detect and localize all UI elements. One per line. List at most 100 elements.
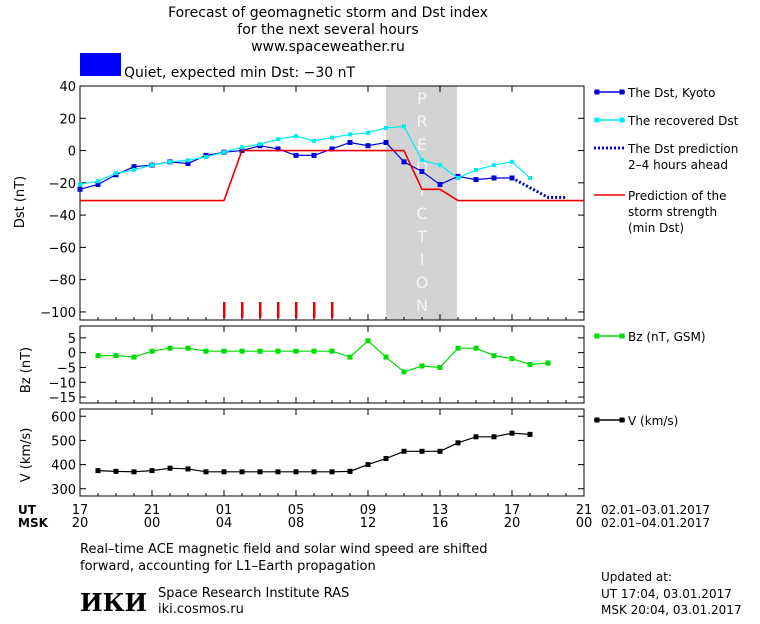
legend-label-2: 2–4 hours ahead	[628, 158, 728, 172]
legend: The Dst, Kyoto The recovered Dst The Dst p…	[594, 86, 739, 428]
ut-tick-label: 05	[288, 503, 305, 518]
dst-point-0	[131, 164, 137, 170]
msk-tick-label: 20	[504, 516, 521, 531]
dst-y-tick-label: −60	[49, 241, 76, 256]
msk-tick-label: 20	[72, 516, 89, 531]
v-point-0	[221, 469, 227, 475]
msk-tick-label: 00	[576, 516, 593, 531]
legend-marker-0	[619, 89, 625, 95]
chart-title: Forecast of geomagnetic storm and Dst in…	[168, 5, 488, 55]
bz-axis-label: Bz (nT)	[19, 347, 34, 393]
status-color-swatch	[80, 53, 121, 76]
bz-point-0	[419, 363, 425, 369]
v-y-tick-label: 500	[51, 434, 76, 449]
dst-point-1	[474, 167, 478, 172]
bz-point-0	[167, 345, 173, 351]
dst-point-0	[401, 159, 407, 165]
dst-y-tick-label: 40	[59, 80, 76, 95]
bz-point-0	[491, 353, 497, 359]
org-site: iki.cosmos.ru	[158, 602, 244, 617]
dst-point-0	[185, 160, 191, 166]
bz-point-0	[509, 356, 515, 362]
note-line-1: Real–time ACE magnetic field and solar w…	[80, 542, 488, 557]
bz-point-0	[311, 348, 317, 354]
v-panel-frame	[79, 408, 585, 497]
dst-point-1	[330, 135, 334, 140]
dst-point-1	[420, 158, 424, 163]
bz-point-0	[455, 345, 461, 351]
dst-point-0	[293, 152, 299, 158]
legend-label-5: V (km/s)	[628, 414, 678, 428]
v-y-tick-label: 300	[51, 483, 76, 498]
bz-y-tick-label: −10	[49, 376, 76, 391]
v-point-0	[257, 469, 263, 475]
legend-marker-5	[594, 417, 600, 423]
ut-tick-label: 13	[432, 503, 449, 518]
v-point-0	[455, 440, 461, 446]
dst-point-0	[347, 139, 353, 145]
bz-point-0	[95, 353, 101, 359]
ut-tick-label: 21	[144, 503, 161, 518]
bz-point-0	[221, 348, 227, 354]
v-point-0	[491, 434, 497, 440]
series-group	[77, 124, 584, 475]
dst-y-tick-label: −80	[49, 274, 76, 289]
legend-label-4: Bz (nT, GSM)	[628, 330, 706, 344]
dst-point-1	[456, 175, 460, 180]
title-line-1: Forecast of geomagnetic storm and Dst in…	[168, 5, 488, 21]
v-point-0	[329, 469, 335, 475]
dst-point-1	[402, 124, 406, 129]
legend-marker-1	[594, 117, 600, 123]
bz-point-0	[401, 369, 407, 375]
dst-point-0	[419, 169, 425, 175]
status-text: Quiet, expected min Dst: −30 nT	[124, 65, 356, 81]
legend-marker-4	[594, 333, 600, 339]
bz-point-0	[149, 348, 155, 354]
ut-label: UT	[18, 503, 37, 517]
prediction-letter: R	[416, 112, 427, 131]
bz-y-tick-label: −5	[57, 361, 76, 376]
storm-marker	[277, 302, 280, 318]
dst-point-1	[366, 130, 370, 135]
bz-point-0	[113, 353, 119, 359]
dst-point-1	[438, 163, 442, 168]
v-point-0	[365, 462, 371, 468]
storm-marker	[331, 302, 334, 318]
bz-point-0	[347, 354, 353, 360]
bz-series-line-0	[98, 339, 549, 373]
bz-point-0	[203, 348, 209, 354]
legend-marker-4	[619, 333, 625, 339]
bz-point-0	[473, 345, 479, 351]
ut-tick-label: 17	[504, 503, 521, 518]
prediction-letter: P	[417, 89, 427, 108]
v-y-tick-label: 600	[51, 410, 76, 425]
dst-point-0	[437, 181, 443, 187]
legend-label-1: The recovered Dst	[627, 114, 739, 128]
v-point-0	[347, 468, 353, 474]
v-point-0	[401, 448, 407, 454]
ut-range-text: 02.01–03.01.2017	[601, 503, 710, 517]
storm-marker	[313, 302, 316, 318]
prediction-letter: E	[417, 135, 427, 154]
legend-marker-1	[619, 117, 625, 123]
v-point-0	[185, 466, 191, 472]
dst-axis-label: Dst (nT)	[13, 176, 28, 228]
storm-marker	[295, 302, 298, 318]
prediction-letter: C	[416, 204, 427, 223]
ut-tick-label: 01	[216, 503, 233, 518]
dst-point-1	[510, 159, 514, 164]
dst-y-tick-label: −40	[49, 209, 76, 224]
v-point-0	[275, 469, 281, 475]
v-y-tick-label: 400	[51, 459, 76, 474]
dst-point-1	[384, 125, 388, 130]
dst-point-0	[329, 146, 335, 152]
title-line-3: www.spaceweather.ru	[251, 39, 405, 55]
dst-point-1	[150, 163, 154, 168]
dst-point-1	[222, 150, 226, 155]
dst-point-1	[168, 159, 172, 164]
dst-point-0	[473, 177, 479, 183]
v-point-0	[113, 468, 119, 474]
v-point-0	[437, 448, 443, 454]
